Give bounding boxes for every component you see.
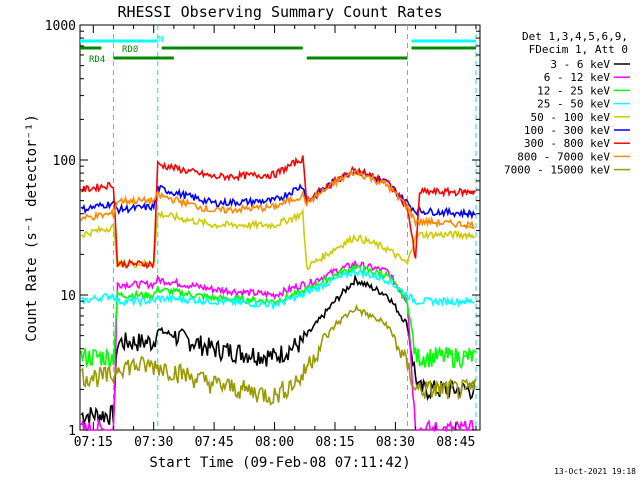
y-axis-label: Count Rate (s⁻¹ detector⁻¹) [24, 114, 40, 342]
legend-label: 3 - 6 keV [550, 58, 610, 71]
chart-title: RHESSI Observing Summary Count Rates [117, 3, 442, 21]
flag-label: RD4 [89, 55, 105, 65]
flag-label: RD0 [122, 45, 138, 55]
legend-label: 25 - 50 keV [537, 98, 610, 111]
flag-label: N [158, 35, 163, 45]
series-line [80, 263, 476, 370]
y-axis: 1 10 100 1000 [45, 19, 480, 439]
x-tick-label: 08:45 [436, 435, 475, 450]
x-tick-label: 07:30 [134, 435, 173, 450]
legend-label: 7000 - 15000 keV [504, 164, 610, 177]
x-axis: 07:15 07:30 07:45 08:00 08:15 08:30 08:45 [74, 25, 477, 450]
legend-header-1: Det 1,3,4,5,6,9, [522, 30, 628, 43]
x-tick-label: 07:15 [74, 435, 113, 450]
plot-frame [79, 24, 481, 431]
y-tick-label: 1 [68, 424, 76, 439]
series-layer [80, 155, 477, 433]
y-tick-label: 1000 [45, 19, 76, 34]
legend-label: 12 - 25 keV [537, 84, 610, 97]
x-tick-label: 08:00 [255, 435, 294, 450]
legend: Det 1,3,4,5,6,9, FDecim 1, Att 0 3 - 6 k… [504, 30, 630, 177]
series-line [80, 207, 476, 271]
x-tick-label: 08:15 [315, 435, 354, 450]
x-tick-label: 07:45 [195, 435, 234, 450]
legend-header-2: FDecim 1, Att 0 [529, 43, 628, 56]
legend-label: 6 - 12 keV [544, 71, 611, 84]
footer-date: 13-Oct-2021 19:18 [554, 467, 636, 476]
series-line [80, 259, 475, 433]
series-line [80, 169, 475, 230]
legend-label: 100 - 300 keV [524, 124, 610, 137]
series-line [80, 303, 476, 406]
series-line [80, 167, 477, 220]
legend-label: 300 - 800 keV [524, 137, 610, 150]
y-tick-label: 100 [53, 154, 76, 169]
eclipse-lines [112, 25, 477, 430]
series-line [81, 155, 476, 270]
legend-label: 800 - 7000 keV [517, 150, 610, 163]
series-line [80, 268, 475, 311]
y-tick-label: 10 [60, 289, 76, 304]
flag-layer: N RD0 RD4 [80, 35, 476, 65]
x-axis-label: Start Time (09-Feb-08 07:11:42) [149, 455, 410, 471]
legend-label: 50 - 100 keV [531, 111, 611, 124]
x-tick-label: 08:30 [376, 435, 415, 450]
